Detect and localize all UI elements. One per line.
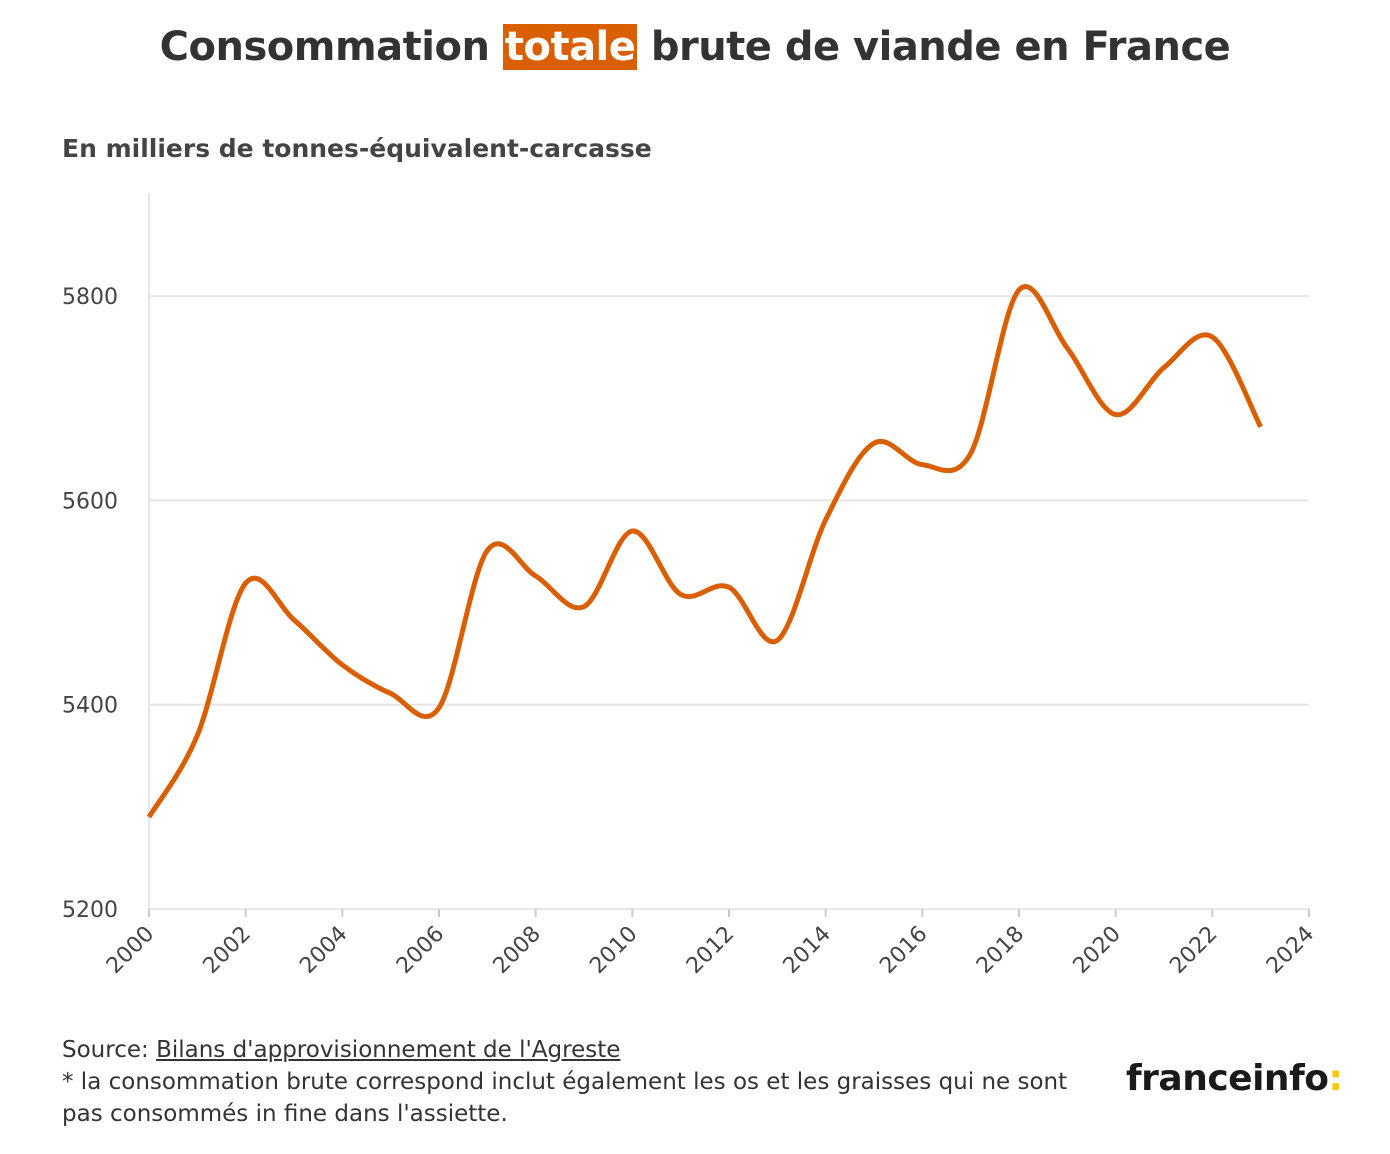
chart-title: Consommation totale brute de viande en F… bbox=[0, 24, 1390, 70]
x-tick-label: 2022 bbox=[1165, 922, 1222, 979]
x-tick-label: 2000 bbox=[102, 922, 159, 979]
x-tick-label: 2020 bbox=[1069, 922, 1126, 979]
y-tick-label: 5400 bbox=[62, 694, 118, 719]
logo-colon: : bbox=[1328, 1058, 1343, 1099]
x-tick-label: 2004 bbox=[295, 922, 352, 979]
logo-text: franceinfo bbox=[1126, 1058, 1329, 1099]
y-tick-label: 5600 bbox=[62, 489, 118, 514]
title-highlight: totale bbox=[502, 24, 638, 70]
footer: Source: Bilans d'approvisionnement de l'… bbox=[62, 1034, 1102, 1130]
x-tick-label: 2008 bbox=[489, 922, 546, 979]
footnote: * la consommation brute correspond inclu… bbox=[62, 1069, 1068, 1127]
x-tick-label: 2002 bbox=[199, 922, 256, 979]
franceinfo-logo: franceinfo: bbox=[1126, 1058, 1343, 1099]
x-tick-label: 2016 bbox=[875, 922, 932, 979]
chart-subtitle: En milliers de tonnes-équivalent-carcass… bbox=[62, 134, 652, 163]
title-part: brute de viande en France bbox=[637, 24, 1231, 70]
source-label: Source: bbox=[62, 1037, 157, 1063]
x-tick-label: 2006 bbox=[392, 922, 449, 979]
x-tick-label: 2024 bbox=[1262, 922, 1319, 979]
source-link[interactable]: Bilans d'approvisionnement de l'Agreste bbox=[156, 1037, 621, 1063]
x-tick-label: 2010 bbox=[585, 922, 642, 979]
x-tick-label: 2012 bbox=[682, 922, 739, 979]
y-tick-label: 5200 bbox=[62, 898, 118, 923]
series-line bbox=[146, 284, 1263, 819]
x-tick-label: 2014 bbox=[779, 922, 836, 979]
y-tick-label: 5800 bbox=[62, 285, 118, 310]
x-tick-label: 2018 bbox=[972, 922, 1029, 979]
title-part: Consommation bbox=[159, 24, 503, 70]
